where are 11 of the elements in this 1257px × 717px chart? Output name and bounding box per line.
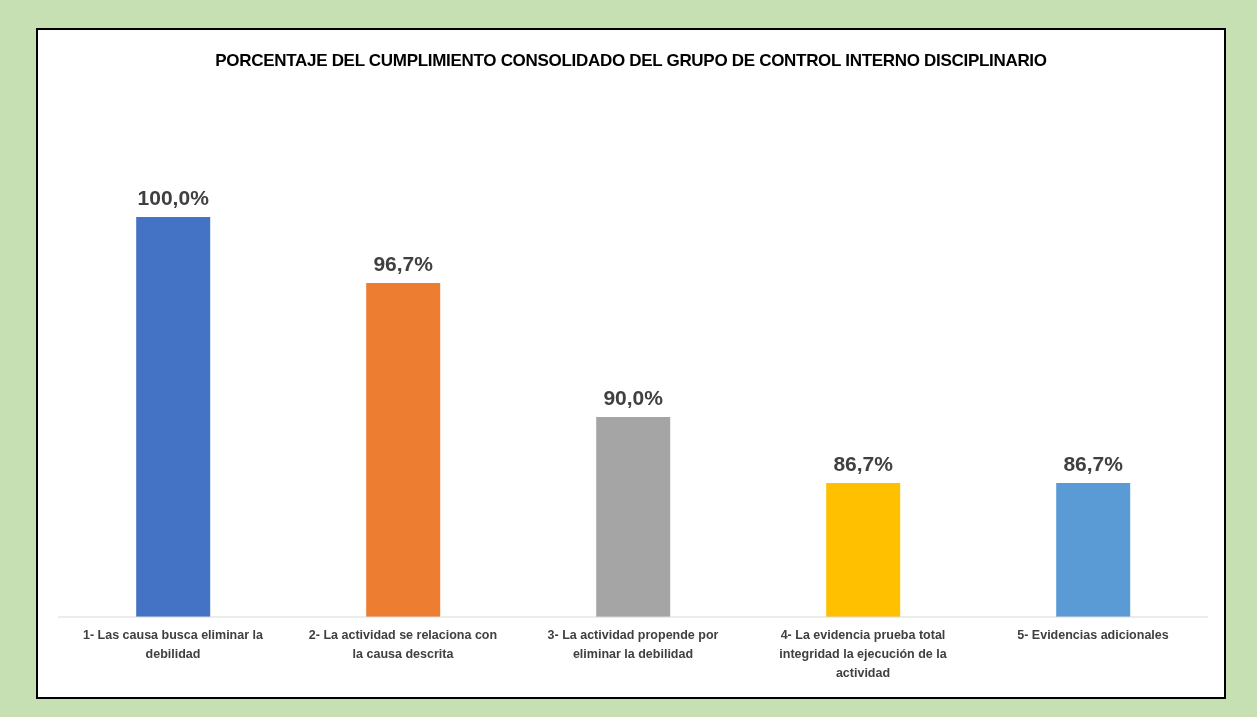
- data-label: 100,0%: [137, 186, 210, 209]
- data-label: 96,7%: [373, 252, 434, 275]
- x-tick-label: 2- La actividad se relaciona con la causa descrita: [308, 628, 498, 661]
- x-tick-label: 5- Evidencias adicionales: [1017, 628, 1169, 642]
- data-label: 90,0%: [603, 386, 664, 409]
- chart-title: PORCENTAJE DEL CUMPLIMIENTO CONSOLIDADO DEL GRUPO DE CONTROL INTERNO DISCIPLINARIO: [214, 50, 1048, 72]
- x-tick-label: 3- La actividad propende por eliminar la debilidad: [547, 628, 719, 661]
- x-tick-label: 4- La evidencia prueba total integridad la ejecución de la actividad: [779, 628, 948, 680]
- data-label: 86,7%: [1063, 452, 1124, 475]
- x-tick-label: 1- Las causa busca eliminar la debilidad: [83, 628, 265, 661]
- data-label: 86,7%: [833, 452, 894, 475]
